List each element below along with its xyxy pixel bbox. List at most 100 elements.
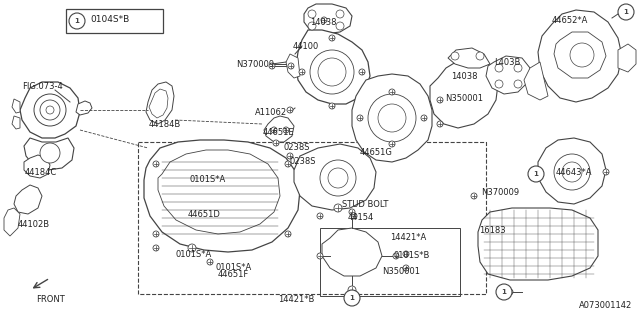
- Text: 14038: 14038: [451, 72, 477, 81]
- Text: 14421*A: 14421*A: [390, 233, 426, 242]
- Text: 0101S*A: 0101S*A: [175, 250, 211, 259]
- Circle shape: [562, 162, 582, 182]
- Circle shape: [69, 13, 85, 29]
- Circle shape: [378, 104, 406, 132]
- Circle shape: [507, 289, 513, 295]
- Circle shape: [329, 103, 335, 109]
- Circle shape: [317, 213, 323, 219]
- Circle shape: [269, 63, 275, 69]
- Circle shape: [403, 265, 409, 271]
- Circle shape: [40, 143, 60, 163]
- Circle shape: [273, 140, 279, 146]
- Circle shape: [288, 63, 294, 69]
- Circle shape: [618, 4, 634, 20]
- Circle shape: [495, 64, 503, 72]
- Polygon shape: [322, 228, 382, 276]
- Circle shape: [495, 80, 503, 88]
- Text: 44100: 44100: [293, 42, 319, 51]
- Polygon shape: [76, 101, 92, 115]
- Circle shape: [471, 193, 477, 199]
- Polygon shape: [286, 54, 300, 78]
- Polygon shape: [524, 62, 548, 100]
- Polygon shape: [24, 138, 74, 170]
- Polygon shape: [304, 4, 352, 34]
- Text: L403B: L403B: [494, 58, 520, 67]
- Circle shape: [528, 166, 544, 182]
- Circle shape: [285, 231, 291, 237]
- Circle shape: [329, 35, 335, 41]
- Circle shape: [308, 10, 316, 18]
- Circle shape: [334, 204, 342, 212]
- Text: 1: 1: [534, 171, 538, 177]
- Circle shape: [310, 50, 354, 94]
- Text: 44651F: 44651F: [218, 270, 249, 279]
- Polygon shape: [149, 89, 168, 118]
- Circle shape: [514, 80, 522, 88]
- Text: 0101S*A: 0101S*A: [190, 175, 227, 184]
- Circle shape: [271, 127, 277, 133]
- Circle shape: [393, 253, 399, 259]
- Circle shape: [570, 43, 594, 67]
- Polygon shape: [12, 99, 20, 113]
- Circle shape: [357, 115, 363, 121]
- Polygon shape: [352, 74, 432, 162]
- Polygon shape: [486, 56, 530, 94]
- Circle shape: [207, 259, 213, 265]
- Circle shape: [514, 64, 522, 72]
- Circle shape: [188, 244, 196, 252]
- Circle shape: [285, 161, 291, 167]
- Circle shape: [40, 100, 60, 120]
- Text: 44651G: 44651G: [360, 148, 393, 157]
- Circle shape: [318, 58, 346, 86]
- Text: A11062: A11062: [255, 108, 287, 117]
- Text: STUD BOLT: STUD BOLT: [342, 200, 388, 209]
- Circle shape: [344, 290, 360, 306]
- Circle shape: [421, 115, 427, 121]
- Polygon shape: [448, 48, 490, 68]
- Circle shape: [535, 169, 541, 175]
- Text: 1: 1: [623, 9, 628, 15]
- Text: 14038: 14038: [310, 18, 337, 27]
- Circle shape: [153, 231, 159, 237]
- Text: 0238S: 0238S: [289, 157, 316, 166]
- Circle shape: [437, 121, 443, 127]
- Polygon shape: [554, 32, 606, 78]
- Circle shape: [403, 251, 409, 257]
- Text: 16183: 16183: [479, 226, 506, 235]
- Text: 1: 1: [75, 18, 79, 24]
- Text: 44154: 44154: [348, 213, 374, 222]
- Text: N370009: N370009: [236, 60, 274, 69]
- Circle shape: [308, 22, 316, 30]
- Bar: [320, 228, 460, 296]
- Polygon shape: [146, 82, 174, 124]
- Circle shape: [496, 284, 512, 300]
- Circle shape: [46, 106, 54, 114]
- Circle shape: [287, 153, 293, 159]
- Text: 44651D: 44651D: [188, 210, 221, 219]
- Text: 0101S*A: 0101S*A: [215, 263, 252, 272]
- Polygon shape: [4, 208, 20, 236]
- Circle shape: [153, 245, 159, 251]
- Polygon shape: [24, 155, 50, 178]
- Text: 44102B: 44102B: [18, 220, 50, 229]
- Circle shape: [153, 161, 159, 167]
- Circle shape: [283, 127, 289, 133]
- Text: A073001142: A073001142: [579, 301, 632, 310]
- Circle shape: [317, 253, 323, 259]
- Polygon shape: [144, 140, 300, 252]
- Circle shape: [34, 94, 66, 126]
- Polygon shape: [12, 116, 20, 129]
- Circle shape: [437, 97, 443, 103]
- Text: FIG.073-4: FIG.073-4: [22, 82, 63, 91]
- Circle shape: [476, 52, 484, 60]
- Circle shape: [389, 89, 395, 95]
- Polygon shape: [14, 185, 42, 214]
- Polygon shape: [20, 82, 80, 138]
- Polygon shape: [264, 116, 294, 142]
- Circle shape: [336, 22, 344, 30]
- Text: N350001: N350001: [445, 94, 483, 103]
- Text: 44643*A: 44643*A: [556, 168, 593, 177]
- Text: 44652*A: 44652*A: [552, 16, 588, 25]
- Circle shape: [389, 141, 395, 147]
- FancyBboxPatch shape: [66, 9, 163, 33]
